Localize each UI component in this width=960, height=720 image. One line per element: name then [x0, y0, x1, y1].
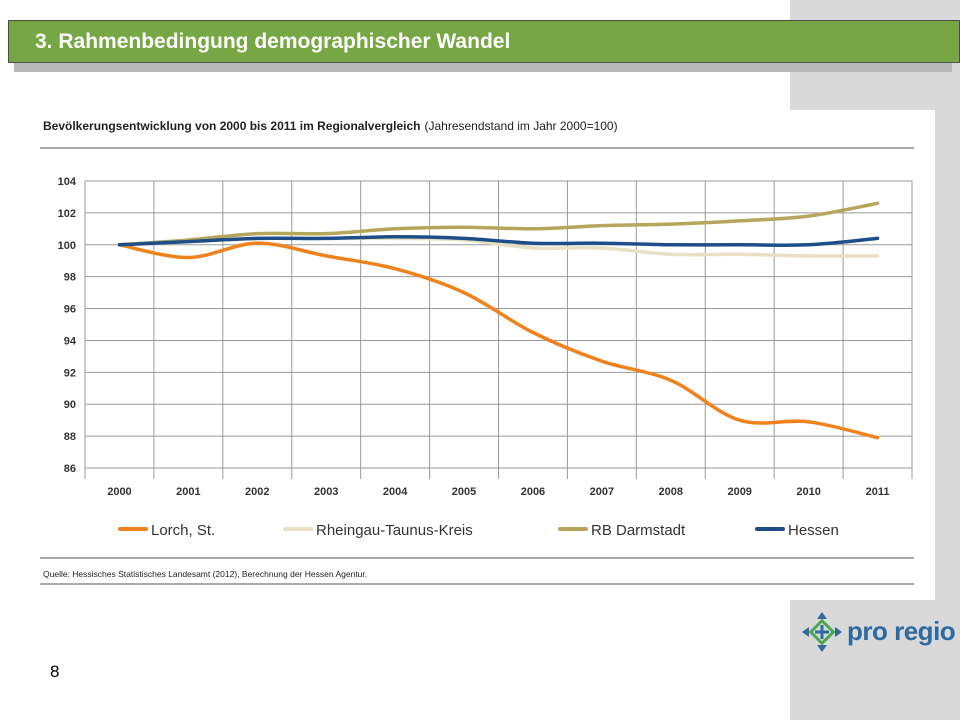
x-tick-label: 2005: [452, 486, 476, 498]
x-tick-label: 2010: [796, 486, 820, 498]
x-tick-label: 2003: [314, 486, 338, 498]
series-line-rb-darmstadt: [117, 201, 880, 247]
chart-card: Bevölkerungsentwicklung von 2000 bis 201…: [30, 110, 935, 600]
x-tick-label: 2002: [245, 486, 269, 498]
y-tick-label: 92: [64, 367, 76, 379]
y-axis: 104 102 100 98 96 94 92 90 88 86: [58, 176, 77, 475]
x-tick-label: 2006: [521, 486, 545, 498]
slide-title: 3. Rahmenbedingung demographischer Wande…: [35, 30, 511, 53]
x-tick-label: 2009: [727, 486, 751, 498]
x-tick-label: 2004: [383, 486, 408, 498]
logo-arrows-icon: [802, 612, 842, 652]
y-tick-label: 98: [64, 272, 76, 284]
x-tick-label: 2000: [107, 486, 131, 498]
y-tick-label: 94: [64, 335, 77, 347]
series-line-lorch-st: [117, 241, 880, 440]
legend-label-hessen: Hessen: [788, 522, 839, 539]
logo-text: pro regio: [847, 616, 956, 646]
series-line-hessen: [117, 235, 880, 247]
x-tick-label: 2011: [866, 486, 890, 498]
y-tick-label: 102: [58, 208, 76, 220]
y-tick-label: 86: [64, 463, 76, 475]
header-bar: 3. Rahmenbedingung demographischer Wande…: [8, 20, 960, 63]
legend: Lorch, St. Rheingau-Taunus-Kreis RB Darmst…: [118, 522, 839, 539]
y-tick-label: 104: [58, 176, 77, 188]
chart-source: Quelle: Hessisches Statistisches Landesa…: [43, 569, 367, 579]
chart-title: Bevölkerungsentwicklung von 2000 bis 201…: [43, 119, 618, 133]
page-number: 8: [50, 662, 60, 681]
x-tick-label: 2007: [590, 486, 614, 498]
y-tick-label: 90: [64, 399, 76, 411]
grid-layer: [84, 180, 913, 479]
legend-label-rb-darmstadt: RB Darmstadt: [591, 522, 686, 539]
y-tick-label: 96: [64, 304, 76, 316]
pro-regio-logo: pro regio: [800, 610, 956, 655]
legend-label-lorch-st: Lorch, St.: [151, 522, 215, 539]
x-axis: 2000 2001 2002 2003 2004 2005 2006 2007 2008 2009…: [107, 486, 889, 498]
legend-label-rheingau-taunus-kreis: Rheingau-Taunus-Kreis: [316, 522, 473, 539]
x-tick-label: 2001: [176, 486, 200, 498]
x-tick-label: 2008: [659, 486, 683, 498]
y-tick-label: 100: [58, 240, 76, 252]
series-layer: [117, 201, 880, 440]
population-chart: Bevölkerungsentwicklung von 2000 bis 201…: [40, 119, 914, 585]
y-tick-label: 88: [64, 431, 76, 443]
